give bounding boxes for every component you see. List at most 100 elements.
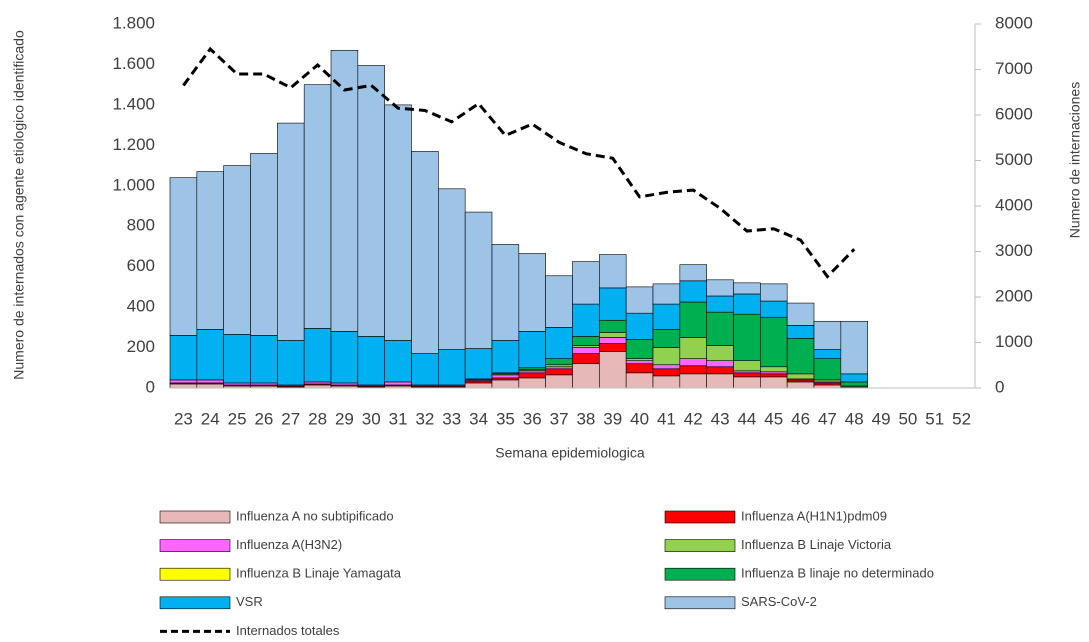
bar-segment xyxy=(491,340,520,374)
bar-segment xyxy=(277,340,305,386)
bar-segment xyxy=(625,372,654,389)
y-tick-label: 1.000 xyxy=(112,175,155,194)
legend-label: Influenza B linaje no determinado xyxy=(741,566,934,581)
bar-segment xyxy=(464,211,493,349)
bar-segment xyxy=(572,336,600,346)
bar-segment xyxy=(840,373,868,383)
legend-label: Influenza A(H3N2) xyxy=(236,537,342,552)
legend-label: Influenza A no subtipificado xyxy=(236,508,394,523)
bar-segment xyxy=(760,376,788,389)
bar-segment xyxy=(625,286,654,314)
bar-segment xyxy=(572,347,600,354)
y2-tick-label: 3000 xyxy=(995,241,1033,260)
bar-segment xyxy=(464,382,493,389)
bar-segment xyxy=(223,382,251,386)
y-tick-label: 1.200 xyxy=(112,135,155,154)
bar-segment xyxy=(223,165,251,335)
bar-segment xyxy=(652,283,681,305)
bar-segment xyxy=(652,364,681,370)
legend-label: VSR xyxy=(236,594,263,609)
bar-segment xyxy=(357,65,385,337)
bar-segment xyxy=(518,367,546,371)
bar-segment xyxy=(277,122,305,341)
bar-segment xyxy=(840,381,868,387)
legend-label: Influenza B Linaje Yamagata xyxy=(236,566,402,581)
bar-segment xyxy=(652,329,681,348)
bar-segment xyxy=(491,374,520,379)
legend-label: Influenza A(H1N1)pdm09 xyxy=(741,508,887,523)
legend-swatch xyxy=(159,567,231,581)
bar-segment xyxy=(196,171,224,330)
legend-label: Internados totales xyxy=(236,623,340,638)
bar-segment xyxy=(760,373,788,378)
bar-segment xyxy=(518,253,546,332)
bar-segment xyxy=(760,371,788,375)
x-tick-label: 46 xyxy=(791,409,810,428)
bar-segment xyxy=(760,300,788,318)
bar-segment xyxy=(572,303,600,337)
bar-segment xyxy=(491,379,520,389)
bar-segment xyxy=(733,376,761,389)
bar-segment xyxy=(733,360,761,372)
bar-segment xyxy=(625,363,654,374)
bar-segment xyxy=(518,377,546,389)
x-tick-label: 33 xyxy=(442,409,461,428)
bar-segment xyxy=(840,320,868,375)
bar-segment xyxy=(786,325,815,339)
bar-segment xyxy=(196,329,224,381)
bar-segment xyxy=(196,383,224,389)
y-tick-label: 600 xyxy=(127,256,155,275)
x-tick-label: 40 xyxy=(630,409,649,428)
bar-segment xyxy=(760,366,788,373)
bar-segment xyxy=(518,372,546,379)
bar-segment xyxy=(706,311,734,346)
bar-segment xyxy=(652,347,681,366)
x-tick-label: 23 xyxy=(174,409,193,428)
x-tick-label: 30 xyxy=(362,409,381,428)
bar-segment xyxy=(572,363,600,389)
x-tick-label: 51 xyxy=(925,409,944,428)
bar-segment xyxy=(572,261,600,305)
y2-tick-label: 1000 xyxy=(995,332,1033,351)
bar-segment xyxy=(760,316,788,368)
bar-segment xyxy=(384,104,412,341)
bar-segment xyxy=(786,381,815,389)
bar-segment xyxy=(250,153,278,336)
x-tick-label: 25 xyxy=(228,409,247,428)
bar-segment xyxy=(330,382,359,386)
x-tick-label: 38 xyxy=(576,409,595,428)
bar-segment xyxy=(733,370,761,374)
x-tick-label: 49 xyxy=(872,409,891,428)
y2-tick-label: 6000 xyxy=(995,104,1033,123)
x-tick-label: 36 xyxy=(523,409,542,428)
bar-segment xyxy=(625,312,654,340)
bar-segment xyxy=(813,358,842,381)
bar-segment xyxy=(652,303,681,330)
bar-segment xyxy=(169,383,198,389)
legend-label: SARS-CoV-2 xyxy=(741,594,817,609)
x-tick-label: 39 xyxy=(603,409,622,428)
bar-segment xyxy=(786,338,815,375)
x-axis-title: Semana epidemiologica xyxy=(495,445,645,461)
bar-segment xyxy=(545,358,573,366)
bar-segment xyxy=(652,375,681,389)
bar-segment xyxy=(464,348,493,380)
x-tick-label: 24 xyxy=(201,409,220,428)
bar-segment xyxy=(599,351,627,389)
x-tick-label: 32 xyxy=(415,409,434,428)
bar-segment xyxy=(813,379,842,383)
bar-segment xyxy=(706,366,734,375)
bar-segment xyxy=(545,327,573,359)
bar-segment xyxy=(625,360,654,365)
x-tick-label: 26 xyxy=(254,409,273,428)
legend-swatch xyxy=(664,539,736,552)
bar-segment xyxy=(196,379,224,384)
x-tick-label: 48 xyxy=(845,409,864,428)
bar-segment xyxy=(357,336,385,386)
x-tick-label: 43 xyxy=(711,409,730,428)
x-tick-label: 52 xyxy=(952,409,971,428)
legend-swatch xyxy=(664,510,736,524)
x-tick-label: 37 xyxy=(550,409,569,428)
y2-tick-label: 4000 xyxy=(995,195,1033,214)
bar-segment xyxy=(599,319,627,333)
